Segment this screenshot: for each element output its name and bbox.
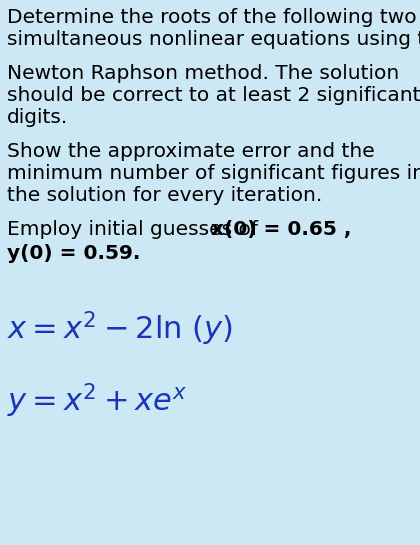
Text: x(0) = 0.65 ,: x(0) = 0.65 , (211, 220, 352, 239)
Text: Employ initial guesses of: Employ initial guesses of (7, 220, 264, 239)
Text: minimum number of significant figures in: minimum number of significant figures in (7, 164, 420, 183)
Text: $y = x^{2} + xe^{x}$: $y = x^{2} + xe^{x}$ (7, 382, 188, 421)
Text: digits.: digits. (7, 108, 68, 127)
Text: the solution for every iteration.: the solution for every iteration. (7, 186, 322, 205)
Text: Determine the roots of the following two: Determine the roots of the following two (7, 8, 417, 27)
Text: y(0) = 0.59.: y(0) = 0.59. (7, 244, 140, 263)
Text: simultaneous nonlinear equations using the: simultaneous nonlinear equations using t… (7, 30, 420, 49)
Text: should be correct to at least 2 significant: should be correct to at least 2 signific… (7, 86, 420, 105)
Text: Show the approximate error and the: Show the approximate error and the (7, 142, 375, 161)
Text: Newton Raphson method. The solution: Newton Raphson method. The solution (7, 64, 399, 83)
Text: $x = x^{2} - 2\ln\,(y)$: $x = x^{2} - 2\ln\,(y)$ (7, 310, 233, 348)
